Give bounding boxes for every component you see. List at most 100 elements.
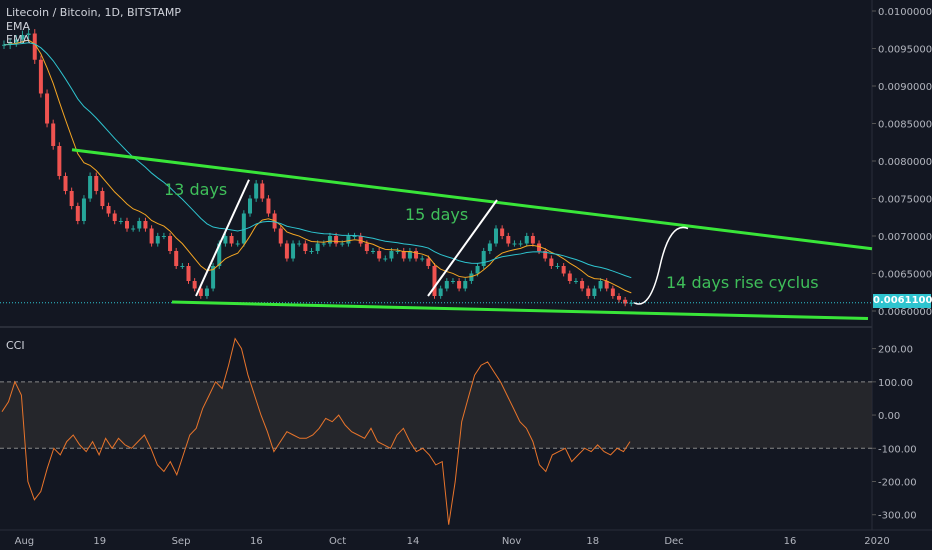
candle-body [371,251,375,252]
candle-body [186,266,191,281]
candle-body [604,281,609,289]
candle-body [537,243,542,251]
candle-body [592,288,597,296]
candle-body [204,288,209,296]
cci-tick: 100.00 [878,378,913,389]
candle-body [610,288,615,296]
candle-body [395,251,400,252]
cci-tick: 200.00 [878,345,913,356]
cci-tick: -100.00 [878,444,917,455]
candle-body [137,221,142,229]
cci-axis[interactable]: 200.00 100.00 0.00 -100.00 -200.00 -300.00 [872,345,917,522]
ema-lines [0,39,872,304]
cci-label[interactable]: CCI [6,339,25,352]
time-tick: Oct [329,536,346,547]
candle-body [420,258,425,260]
candle-body [278,228,283,244]
candle-body [438,288,443,296]
last-price-badge: 0.00611000 [873,294,932,308]
candle-body [241,213,246,244]
ema-label-2[interactable]: EMA [6,33,30,46]
candle-body [2,44,6,46]
cci-tick: -300.00 [878,511,917,522]
candle-body [297,243,302,245]
projected-rise-curve [633,226,689,305]
time-tick: 16 [250,536,263,547]
ema-label-1[interactable]: EMA [6,20,30,33]
candle-body [549,258,554,266]
time-tick: Aug [15,536,35,547]
candle-body [500,228,505,236]
candle-body [524,236,529,244]
candle-body [623,299,628,304]
candle-body [248,198,252,214]
candle-body [192,281,197,289]
candle-body [260,183,265,199]
annotation-14-days: 14 days rise cyclus [666,273,819,292]
candle-body [518,243,523,245]
candle-body [457,281,462,289]
candle-body [57,146,62,176]
candle-body [254,183,259,199]
candle-body [346,236,351,244]
upper-trendline [71,148,873,251]
candle-body [291,243,296,259]
lower-trendline [171,300,869,320]
candle-body [51,123,56,146]
candle-body [174,251,179,266]
time-tick: Dec [664,536,683,547]
candle-body [512,243,517,245]
cci-line [1,337,631,525]
candle-body [94,176,99,191]
time-tick: 2020 [864,536,889,547]
candle-body [266,198,271,214]
candle-body [26,33,31,35]
candle-body [229,236,234,244]
candle-body [100,191,105,206]
candle-body [112,213,117,221]
time-tick: 18 [586,536,599,547]
annotation-15-days: 15 days [405,205,469,224]
rise-line-13-days [195,179,250,297]
candle-body [168,236,173,251]
candle-body [629,302,634,304]
candle-body [106,206,111,214]
cci-band [0,381,872,449]
time-tick: Sep [172,536,191,547]
candle-body [598,281,603,289]
candle-body [506,236,511,244]
candle-body [131,228,136,230]
ema-slow-line [3,42,632,279]
candle-body [444,281,449,289]
candle-body [180,266,185,267]
candle-body [561,266,566,274]
time-axis[interactable]: Aug19Sep16Oct14Nov18Dec16202014 [15,536,932,547]
candle-body [81,198,86,221]
symbol-title[interactable]: Litecoin / Bitcoin, 1D, BITSTAMP [6,6,181,19]
cci-tick: 0.00 [878,411,900,422]
candle-body [309,251,314,252]
cci-series-line [1,337,631,525]
candle-body [383,258,388,260]
candle-body [75,206,80,221]
candle-body [69,191,74,206]
candle-body [358,236,363,244]
candle-body [481,251,486,266]
candle-body [364,243,369,251]
candle-body [327,236,332,244]
candle-body [14,39,19,43]
candle-body [149,228,154,244]
price-tick: 0.01000000 [878,7,932,18]
cci-tick: -200.00 [878,477,917,488]
candle-body [494,228,498,244]
candle-body [38,59,43,94]
